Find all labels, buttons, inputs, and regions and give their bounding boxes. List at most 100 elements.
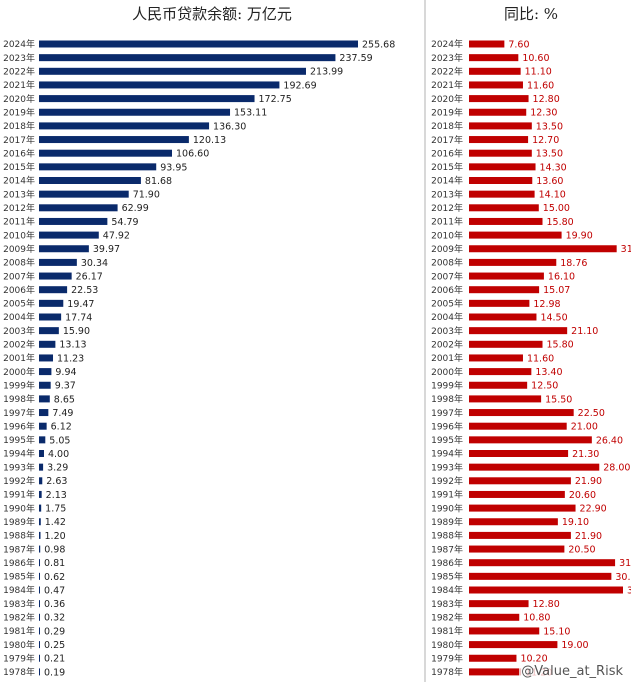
value-label: 14.50: [540, 312, 567, 323]
value-label: 11.60: [527, 353, 554, 364]
year-label: 2015年: [3, 161, 35, 173]
value-label: 13.60: [536, 176, 563, 187]
year-label: 2001年: [431, 352, 463, 364]
value-label: 9.37: [55, 381, 76, 392]
year-label: 2008年: [431, 257, 463, 269]
year-label: 2024年: [431, 38, 463, 50]
value-label: 0.21: [44, 654, 65, 665]
value-label: 31.40: [619, 558, 631, 569]
bar: [469, 190, 535, 198]
value-label: 3.29: [47, 463, 68, 474]
year-label: 2000年: [431, 366, 463, 378]
bar: [469, 490, 565, 498]
bar: [469, 54, 519, 62]
value-label: 8.65: [54, 394, 75, 405]
bar: [39, 136, 189, 144]
yoy-growth-chart: 同比: % 2024年 7.60 2023年 10.60 2022年 11.10 2021年 1…: [431, 5, 631, 678]
year-label: 2009年: [431, 243, 463, 255]
bar: [39, 518, 41, 526]
bar: [39, 668, 40, 676]
value-label: 31.74: [621, 244, 631, 255]
value-label: 13.50: [536, 121, 563, 132]
bar: [39, 231, 99, 239]
value-label: 22.53: [71, 285, 98, 296]
bar: [39, 531, 41, 539]
value-label: 17.74: [65, 312, 92, 323]
value-label: 22.90: [580, 504, 607, 515]
value-label: 19.10: [562, 517, 589, 528]
value-label: 13.13: [59, 340, 86, 351]
value-label: 26.17: [76, 271, 103, 282]
year-label: 1995年: [431, 434, 463, 446]
bar: [39, 395, 50, 403]
value-label: 12.70: [532, 135, 559, 146]
value-label: 39.97: [93, 244, 120, 255]
value-label: 213.99: [310, 67, 343, 78]
value-label: 12.80: [533, 94, 560, 105]
value-label: 192.69: [283, 80, 316, 91]
year-label: 2007年: [431, 270, 463, 282]
bar: [39, 163, 157, 171]
bar: [39, 490, 42, 498]
bar: [469, 327, 568, 335]
bar: [469, 668, 522, 676]
bar: [39, 245, 89, 253]
year-label: 2021年: [3, 79, 35, 91]
bar: [39, 81, 280, 89]
value-label: 15.00: [543, 203, 570, 214]
bar: [39, 586, 40, 594]
bar: [39, 122, 210, 130]
bar: [39, 654, 40, 662]
value-label: 11.10: [525, 67, 552, 78]
year-label: 2016年: [431, 147, 463, 159]
value-label: 0.98: [44, 544, 65, 555]
year-label: 2004年: [431, 311, 463, 323]
bar: [39, 149, 172, 157]
value-label: 12.30: [530, 108, 557, 119]
bar: [39, 627, 40, 635]
year-label: 1993年: [431, 461, 463, 473]
value-label: 1.20: [45, 531, 66, 542]
value-label: 120.13: [193, 135, 226, 146]
value-label: 10.60: [522, 53, 549, 64]
bar: [469, 177, 533, 184]
bar: [39, 54, 336, 62]
year-label: 1990年: [3, 502, 35, 514]
year-label: 1987年: [431, 543, 463, 555]
value-label: 15.80: [547, 340, 574, 351]
year-label: 1996年: [3, 420, 35, 432]
year-label: 1999年: [3, 379, 35, 391]
bar: [39, 204, 118, 212]
year-label: 2017年: [3, 134, 35, 146]
year-label: 2023年: [3, 52, 35, 64]
bar: [39, 95, 255, 103]
value-label: 11.23: [57, 353, 84, 364]
value-label: 1.75: [45, 504, 66, 515]
bar: [39, 641, 40, 649]
value-label: 0.62: [44, 572, 65, 583]
value-label: 20.50: [568, 544, 595, 555]
year-label: 1988年: [431, 530, 463, 542]
value-label: 1.42: [45, 517, 66, 528]
bar: [469, 450, 569, 457]
year-label: 1992年: [431, 475, 463, 487]
year-label: 2018年: [3, 120, 35, 132]
year-label: 2009年: [3, 243, 35, 255]
year-label: 2006年: [3, 284, 35, 296]
bar: [469, 422, 567, 430]
bar: [469, 654, 517, 662]
year-label: 1990年: [431, 502, 463, 514]
bar: [469, 641, 558, 649]
bar: [469, 395, 542, 403]
value-label: 0.32: [44, 613, 65, 624]
bar: [469, 627, 540, 635]
year-label: 2006年: [431, 284, 463, 296]
bar: [469, 122, 532, 130]
year-label: 1978年: [431, 666, 463, 678]
bar: [469, 518, 558, 526]
value-label: 14.10: [539, 190, 566, 201]
year-label: 2004年: [3, 311, 35, 323]
bar: [39, 409, 49, 417]
value-label: 28.00: [603, 463, 630, 474]
